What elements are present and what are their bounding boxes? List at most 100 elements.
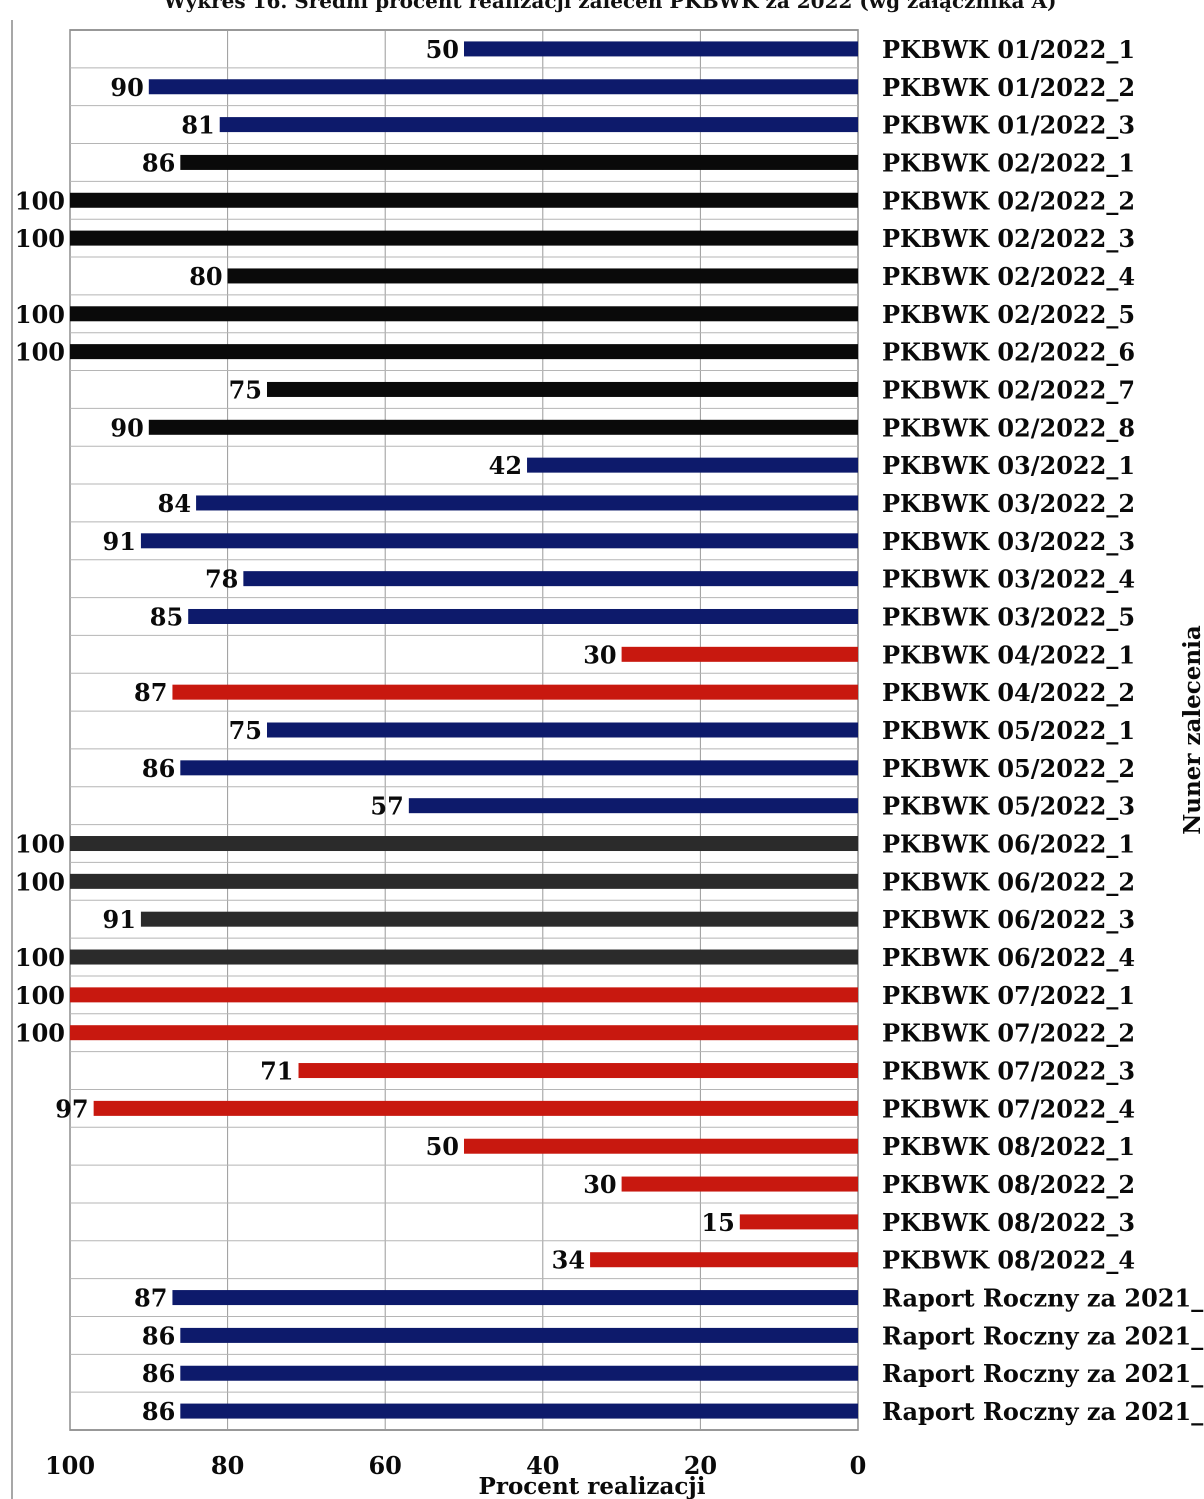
bar xyxy=(148,419,859,435)
bar xyxy=(408,798,858,814)
data-label: 57 xyxy=(370,792,403,821)
bar xyxy=(70,192,858,208)
category-label: PKBWK 02/2022_6 xyxy=(882,338,1135,367)
bar xyxy=(590,1252,858,1268)
bar xyxy=(70,344,858,360)
category-label: PKBWK 08/2022_1 xyxy=(882,1132,1135,1161)
x-tick-label: 0 xyxy=(850,1451,867,1480)
bar xyxy=(527,457,858,473)
category-label: PKBWK 07/2022_1 xyxy=(882,981,1135,1010)
data-label: 100 xyxy=(15,1019,65,1048)
bar xyxy=(180,1365,858,1381)
data-label: 86 xyxy=(142,1359,175,1388)
bar xyxy=(739,1214,858,1230)
bar xyxy=(243,571,859,587)
category-label: PKBWK 05/2022_3 xyxy=(882,792,1135,821)
bar xyxy=(219,117,859,133)
x-tick-label: 40 xyxy=(526,1451,559,1480)
x-tick-label: 100 xyxy=(45,1451,95,1480)
category-label: Raport Roczny za 2021_1 xyxy=(882,1284,1204,1313)
category-label: PKBWK 04/2022_1 xyxy=(882,640,1135,669)
labels-layer: 5090818610010080100100759042849178853087… xyxy=(15,35,735,1426)
data-label: 50 xyxy=(426,1132,459,1161)
category-label: PKBWK 02/2022_4 xyxy=(882,262,1135,291)
category-label: Raport Roczny za 2021_2 xyxy=(882,1321,1204,1350)
bar xyxy=(172,1290,858,1306)
data-label: 86 xyxy=(142,1321,175,1350)
data-label: 34 xyxy=(552,1246,585,1275)
category-label: PKBWK 01/2022_1 xyxy=(882,35,1135,64)
category-label: PKBWK 02/2022_3 xyxy=(882,224,1135,253)
bar xyxy=(148,79,859,95)
bar xyxy=(464,1138,858,1154)
data-label: 80 xyxy=(189,262,222,291)
data-label: 100 xyxy=(15,186,65,215)
category-label: PKBWK 01/2022_2 xyxy=(882,73,1135,102)
bar xyxy=(464,41,858,57)
bar xyxy=(180,1327,858,1343)
bar xyxy=(70,873,858,889)
category-label: Raport Roczny za 2021_3 xyxy=(882,1359,1204,1388)
data-label: 97 xyxy=(55,1094,88,1123)
bar xyxy=(70,949,858,965)
data-label: 30 xyxy=(583,1170,616,1199)
bar xyxy=(621,646,858,662)
bar xyxy=(93,1100,858,1116)
data-label: 86 xyxy=(142,148,175,177)
bar xyxy=(140,911,859,927)
data-label: 100 xyxy=(15,867,65,896)
bar xyxy=(70,836,858,852)
data-label: 87 xyxy=(134,1284,167,1313)
category-label: PKBWK 02/2022_2 xyxy=(882,186,1135,215)
bar xyxy=(180,154,858,170)
data-label: 90 xyxy=(110,413,143,442)
category-label: PKBWK 08/2022_2 xyxy=(882,1170,1135,1199)
category-label: Raport Roczny za 2021_4 xyxy=(882,1397,1204,1426)
bar xyxy=(227,268,859,284)
category-label: PKBWK 07/2022_3 xyxy=(882,1057,1135,1086)
data-label: 100 xyxy=(15,981,65,1010)
category-label: PKBWK 01/2022_3 xyxy=(882,111,1135,140)
category-label: PKBWK 03/2022_1 xyxy=(882,451,1135,480)
data-label: 42 xyxy=(489,451,522,480)
data-label: 90 xyxy=(110,73,143,102)
category-label: PKBWK 02/2022_5 xyxy=(882,300,1135,329)
bar xyxy=(70,987,858,1003)
data-label: 100 xyxy=(15,943,65,972)
category-label: PKBWK 05/2022_1 xyxy=(882,716,1135,745)
data-label: 71 xyxy=(260,1057,293,1086)
bar xyxy=(267,381,858,397)
category-label: PKBWK 06/2022_1 xyxy=(882,830,1135,859)
data-label: 100 xyxy=(15,830,65,859)
bar xyxy=(267,722,858,738)
bar xyxy=(621,1176,858,1192)
data-label: 78 xyxy=(205,565,238,594)
data-label: 87 xyxy=(134,678,167,707)
data-label: 91 xyxy=(103,527,136,556)
category-label: PKBWK 07/2022_2 xyxy=(882,1019,1135,1048)
bar xyxy=(70,1025,858,1041)
category-label: PKBWK 05/2022_2 xyxy=(882,754,1135,783)
x-tick-label: 60 xyxy=(368,1451,401,1480)
data-label: 50 xyxy=(426,35,459,64)
data-label: 100 xyxy=(15,224,65,253)
category-label: PKBWK 06/2022_3 xyxy=(882,905,1135,934)
x-axis-title: Procent realizacji xyxy=(479,1473,706,1499)
data-label: 100 xyxy=(15,338,65,367)
x-tick-label: 20 xyxy=(684,1451,717,1480)
category-label: PKBWK 06/2022_4 xyxy=(882,943,1135,972)
x-tick-labels: 100 80 60 40 20 0 xyxy=(45,1451,866,1480)
category-label: PKBWK 07/2022_4 xyxy=(882,1094,1135,1123)
category-label: PKBWK 03/2022_2 xyxy=(882,489,1135,518)
category-label: PKBWK 08/2022_4 xyxy=(882,1246,1135,1275)
category-label: PKBWK 03/2022_3 xyxy=(882,527,1135,556)
data-label: 30 xyxy=(583,640,616,669)
bars-layer xyxy=(70,41,859,1419)
category-label: PKBWK 06/2022_2 xyxy=(882,867,1135,896)
category-labels: PKBWK 01/2022_1 PKBWK 01/2022_2 PKBWK 01/2… xyxy=(882,35,1204,1426)
bar xyxy=(180,760,858,776)
y-axis-title: Nuner zalecenia xyxy=(1179,625,1204,835)
data-label: 84 xyxy=(158,489,191,518)
bar xyxy=(180,1403,858,1419)
